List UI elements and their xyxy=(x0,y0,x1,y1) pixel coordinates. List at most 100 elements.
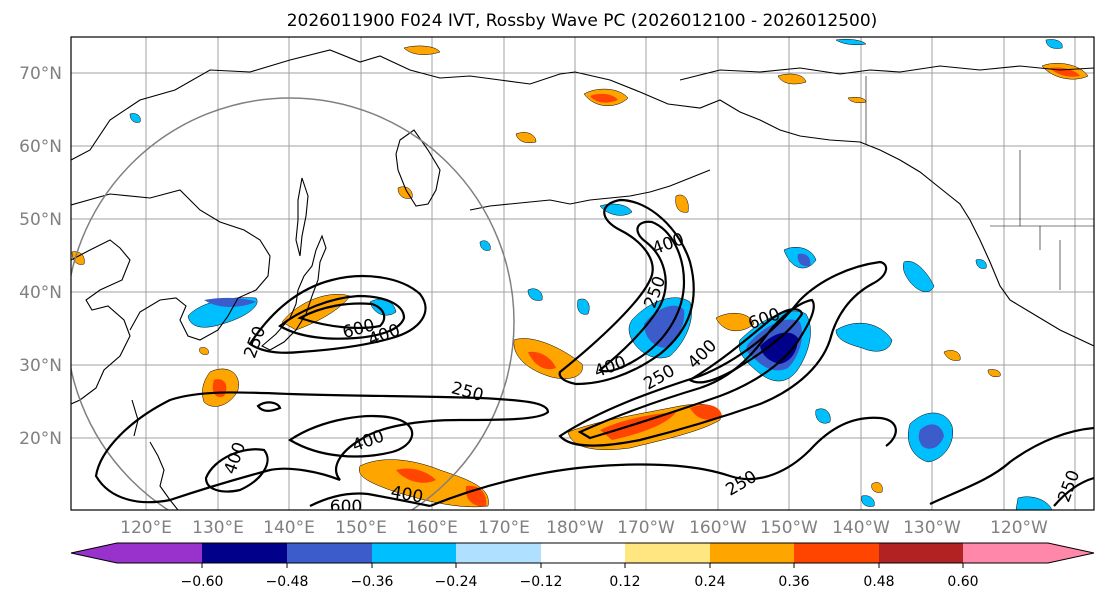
ivt-contour xyxy=(248,274,427,354)
pc-neg-patch xyxy=(479,240,491,251)
pc-pos-patch xyxy=(715,312,755,331)
coast-east-asia xyxy=(71,189,271,341)
latitude-labels: 70°N 60°N 50°N 40°N 30°N 20°N xyxy=(19,64,62,449)
colorbar-swatch xyxy=(625,543,710,563)
colorbar-tick-label: 0.36 xyxy=(778,574,809,590)
lon-label: 120°W xyxy=(990,518,1048,538)
contour-label: 600 xyxy=(330,497,362,517)
coast-kamchatka xyxy=(395,129,441,207)
lat-label: 60°N xyxy=(19,137,62,157)
lon-label: 180°W xyxy=(546,518,604,538)
pc-neg-patch xyxy=(204,297,256,307)
ivt-contour xyxy=(278,294,406,340)
colorbar-swatch xyxy=(879,543,963,563)
pc-neg-patch xyxy=(369,299,397,316)
pc-pos-patch xyxy=(403,45,441,55)
lon-label: 150°W xyxy=(760,518,818,538)
lon-label: 120°E xyxy=(120,518,172,538)
pc-neg-patch xyxy=(797,253,811,267)
ivt-contour xyxy=(577,298,815,440)
ivt-contour xyxy=(309,492,431,508)
border-canada-us xyxy=(865,76,1094,290)
ivt-contour xyxy=(687,308,804,384)
pc-neg-patch xyxy=(1045,39,1063,49)
lat-label: 50°N xyxy=(19,210,62,230)
colorbar-swatch xyxy=(202,543,287,563)
colorbar-swatch xyxy=(117,543,202,563)
colorbar-swatch xyxy=(963,543,1048,563)
pc-neg-patch xyxy=(599,203,633,216)
lon-label: 170°E xyxy=(478,518,530,538)
colorbar-swatch xyxy=(794,543,879,563)
pc-neg-patch xyxy=(975,259,987,269)
ivt-contour xyxy=(558,260,888,447)
pc-pos-patch xyxy=(590,93,618,103)
ivt-contour xyxy=(558,198,695,386)
pc-neg-patch xyxy=(527,288,543,301)
colorbar-swatch xyxy=(541,543,625,563)
lon-label: 130°E xyxy=(192,518,244,538)
ivt-contour xyxy=(297,302,386,330)
ivt-contour xyxy=(429,416,1094,508)
pc-pos-patch xyxy=(396,468,436,483)
lon-label: 140°W xyxy=(832,518,890,538)
longitude-labels: 120°E 130°E 140°E 150°E 160°E 170°E 180°… xyxy=(120,518,1048,538)
lon-label: 170°W xyxy=(617,518,675,538)
ivt-contour xyxy=(597,220,686,373)
pc-pos-patch xyxy=(690,404,722,420)
pc-neg-patch xyxy=(1015,496,1053,510)
ivt-contour xyxy=(94,391,550,504)
pc-pos-patch xyxy=(528,351,556,370)
pc-pos-patch xyxy=(943,350,961,361)
coast-sakhalin xyxy=(295,177,309,257)
colorbar-swatch xyxy=(456,543,541,563)
pc-neg-patch xyxy=(129,113,141,123)
colorbar-tick-label: 0.12 xyxy=(609,574,640,590)
coast-alaska xyxy=(574,71,1094,347)
pc-pos-patch xyxy=(987,369,1001,377)
colorbar-outline xyxy=(70,542,1095,564)
pc-pos-patch xyxy=(600,412,676,440)
lat-label: 20°N xyxy=(19,429,62,449)
pc-pos-patch xyxy=(675,194,689,213)
lon-label: 130°W xyxy=(903,518,961,538)
pc-neg-patch xyxy=(760,332,798,364)
coast-north xyxy=(679,65,1094,81)
colorbar-ticks xyxy=(201,563,964,568)
pc-pos-patch xyxy=(199,347,209,355)
colorbar-swatch xyxy=(1048,543,1094,563)
colorbar-tick-label: 0.48 xyxy=(863,574,894,590)
ivt-contour xyxy=(287,414,414,458)
colorbar: −0.60 −0.48 −0.36 −0.24 −0.12 0.12 0.24 … xyxy=(70,542,1095,590)
pc-neg-patch xyxy=(577,298,590,315)
lon-label: 150°E xyxy=(335,518,387,538)
colorbar-swatch xyxy=(372,543,456,563)
lon-label: 140°E xyxy=(263,518,315,538)
pc-neg-patch xyxy=(815,408,831,424)
lon-label: 160°E xyxy=(406,518,458,538)
colorbar-tick-label: 0.60 xyxy=(947,574,978,590)
region-circle xyxy=(71,97,515,510)
pc-neg-patch xyxy=(918,424,944,449)
ivt-contour xyxy=(1053,476,1094,507)
lat-label: 30°N xyxy=(19,356,62,376)
map-title: 2026011900 F024 IVT, Rossby Wave PC (202… xyxy=(287,11,878,31)
colorbar-tick-label: −0.12 xyxy=(520,574,563,590)
colorbar-tick-label: −0.36 xyxy=(351,574,394,590)
pc-neg-patch xyxy=(835,38,867,46)
lon-label: 160°W xyxy=(689,518,747,538)
colorbar-tick-label: −0.24 xyxy=(435,574,478,590)
colorbar-swatch xyxy=(287,543,372,563)
colorbar-swatch xyxy=(71,543,117,563)
coast-aleutians xyxy=(469,169,711,211)
colorbar-swatch xyxy=(710,543,794,563)
pc-neg-patch xyxy=(861,495,875,507)
lat-label: 70°N xyxy=(19,64,62,84)
pc-shading-negative xyxy=(129,38,1063,510)
map-panel: 400 250 600 400 250 400 250 400 400 600 … xyxy=(70,36,1095,517)
pc-pos-patch xyxy=(777,73,807,85)
colorbar-tick-label: 0.24 xyxy=(694,574,725,590)
ivt-contour xyxy=(204,448,269,493)
pc-pos-patch xyxy=(515,132,537,143)
